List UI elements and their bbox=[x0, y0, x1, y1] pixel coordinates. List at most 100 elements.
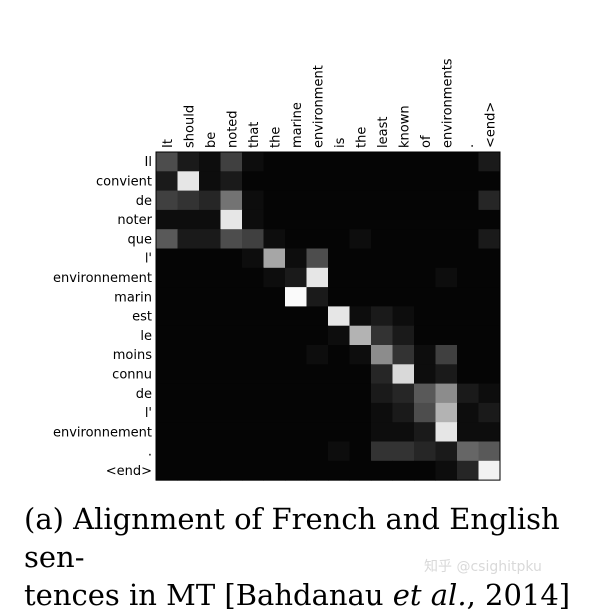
heatmap-cell-r11-c15 bbox=[478, 364, 501, 385]
heatmap-cell-r14-c10 bbox=[371, 422, 393, 442]
heatmap-cell-r14-c11 bbox=[392, 422, 415, 442]
heatmap-cell-r7-c5 bbox=[263, 287, 286, 307]
heatmap-cell-r2-c3 bbox=[220, 190, 243, 211]
heatmap-cell-r12-c12 bbox=[414, 383, 436, 404]
heatmap-cell-r2-c15 bbox=[478, 190, 501, 211]
heatmap-cell-r12-c0 bbox=[156, 383, 178, 404]
heatmap-cell-r9-c8 bbox=[328, 325, 350, 346]
heatmap-cell-r10-c2 bbox=[199, 345, 221, 365]
heatmap-cell-r1-c2 bbox=[199, 171, 221, 192]
heatmap-cell-r2-c10 bbox=[371, 190, 393, 211]
heatmap-cell-r15-c1 bbox=[177, 441, 200, 462]
heatmap-cell-r12-c11 bbox=[392, 383, 415, 404]
heatmap-cell-r16-c3 bbox=[220, 460, 243, 481]
heatmap-cell-r4-c3 bbox=[220, 229, 243, 249]
heatmap-cell-r10-c3 bbox=[220, 345, 243, 365]
heatmap-cell-r6-c7 bbox=[306, 267, 329, 288]
column-labels: It should be noted that the marine environment i… bbox=[161, 58, 499, 148]
heatmap-cell-r5-c15 bbox=[478, 248, 501, 269]
heatmap-cell-r15-c5 bbox=[263, 441, 286, 462]
heatmap-cell-r13-c15 bbox=[478, 402, 501, 423]
heatmap-cell-r1-c6 bbox=[285, 171, 307, 192]
heatmap-cell-r11-c12 bbox=[414, 364, 436, 385]
column-label: should bbox=[182, 105, 197, 148]
row-label: que bbox=[128, 232, 153, 247]
heatmap-cell-r11-c1 bbox=[177, 364, 200, 385]
heatmap-cell-r2-c4 bbox=[242, 190, 264, 211]
heatmap-cell-r11-c9 bbox=[349, 364, 372, 385]
heatmap-cell-r0-c5 bbox=[263, 152, 286, 172]
heatmap-cell-r10-c5 bbox=[263, 345, 286, 365]
heatmap-cell-r14-c8 bbox=[328, 422, 350, 442]
heatmap-cell-r7-c13 bbox=[435, 287, 458, 307]
heatmap-cell-r14-c3 bbox=[220, 422, 243, 442]
heatmap-cell-r9-c3 bbox=[220, 325, 243, 346]
heatmap-cell-r1-c13 bbox=[435, 171, 458, 192]
heatmap-cell-r10-c6 bbox=[285, 345, 307, 365]
heatmap-cell-r2-c13 bbox=[435, 190, 458, 211]
heatmap-cell-r10-c9 bbox=[349, 345, 372, 365]
heatmap-cell-r6-c11 bbox=[392, 267, 415, 288]
heatmap-cell-r15-c8 bbox=[328, 441, 350, 462]
heatmap-cell-r10-c12 bbox=[414, 345, 436, 365]
heatmap-cell-r13-c10 bbox=[371, 402, 393, 423]
heatmap-cell-r15-c12 bbox=[414, 441, 436, 462]
heatmap-cell-r3-c15 bbox=[478, 209, 501, 230]
heatmap-cell-r7-c2 bbox=[199, 287, 221, 307]
heatmap-cell-r9-c6 bbox=[285, 325, 307, 346]
heatmap-cell-r15-c2 bbox=[199, 441, 221, 462]
row-label: noter bbox=[117, 213, 152, 228]
heatmap-cell-r4-c5 bbox=[263, 229, 286, 249]
heatmap-cell-r0-c1 bbox=[177, 152, 200, 172]
heatmap-cell-r16-c1 bbox=[177, 460, 200, 481]
heatmap-cell-r9-c14 bbox=[457, 325, 479, 346]
heatmap-cell-r7-c8 bbox=[328, 287, 350, 307]
heatmap-cell-r10-c14 bbox=[457, 345, 479, 365]
heatmap-cell-r5-c7 bbox=[306, 248, 329, 269]
heatmap-cell-r5-c13 bbox=[435, 248, 458, 269]
heatmap-cell-r6-c15 bbox=[478, 267, 501, 288]
heatmap-cell-r5-c12 bbox=[414, 248, 436, 269]
heatmap-cell-r11-c8 bbox=[328, 364, 350, 385]
heatmap-cell-r6-c1 bbox=[177, 267, 200, 288]
heatmap-cell-r12-c7 bbox=[306, 383, 329, 404]
row-label: le bbox=[140, 329, 152, 344]
heatmap-cell-r4-c1 bbox=[177, 229, 200, 249]
heatmap-cell-r10-c13 bbox=[435, 345, 458, 365]
heatmap-cell-r0-c9 bbox=[349, 152, 372, 172]
heatmap-cell-r3-c9 bbox=[349, 209, 372, 230]
heatmap-cell-r8-c11 bbox=[392, 306, 415, 327]
heatmap-cell-r13-c1 bbox=[177, 402, 200, 423]
heatmap-cell-r0-c0 bbox=[156, 152, 178, 172]
heatmap-cell-r3-c4 bbox=[242, 209, 264, 230]
heatmap-cell-r10-c1 bbox=[177, 345, 200, 365]
heatmap-cell-r2-c11 bbox=[392, 190, 415, 211]
heatmap-cell-r11-c5 bbox=[263, 364, 286, 385]
heatmap-cell-r12-c10 bbox=[371, 383, 393, 404]
heatmap-cell-r15-c7 bbox=[306, 441, 329, 462]
heatmap-cell-r16-c9 bbox=[349, 460, 372, 481]
row-label: moins bbox=[113, 348, 152, 363]
heatmap-cell-r11-c14 bbox=[457, 364, 479, 385]
heatmap-cell-r8-c4 bbox=[242, 306, 264, 327]
caption-italic: et al. bbox=[392, 578, 467, 612]
heatmap-cell-r9-c9 bbox=[349, 325, 372, 346]
caption-line-2: tences in MT [Bahdanau bbox=[24, 578, 393, 612]
heatmap-cell-r15-c0 bbox=[156, 441, 178, 462]
heatmap-cell-r3-c12 bbox=[414, 209, 436, 230]
heatmap-cell-r2-c14 bbox=[457, 190, 479, 211]
heatmap-cell-r7-c1 bbox=[177, 287, 200, 307]
heatmap-cell-r2-c6 bbox=[285, 190, 307, 211]
heatmap-cell-r7-c12 bbox=[414, 287, 436, 307]
heatmap-cell-r5-c11 bbox=[392, 248, 415, 269]
watermark: 知乎 @csighitpku bbox=[424, 559, 542, 575]
heatmap-cell-r4-c15 bbox=[478, 229, 501, 249]
row-label: de bbox=[136, 387, 152, 402]
heatmap-cell-r13-c9 bbox=[349, 402, 372, 423]
column-label: . bbox=[462, 144, 477, 148]
row-label: . bbox=[148, 445, 152, 460]
heatmap-cell-r16-c7 bbox=[306, 460, 329, 481]
heatmap-cell-r16-c6 bbox=[285, 460, 307, 481]
column-label: environments bbox=[440, 58, 455, 148]
heatmap-cell-r4-c13 bbox=[435, 229, 458, 249]
